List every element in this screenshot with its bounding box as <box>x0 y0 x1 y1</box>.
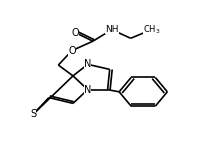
Text: NH: NH <box>105 25 119 34</box>
Text: CH$_3$: CH$_3$ <box>143 23 160 36</box>
Text: S: S <box>30 109 36 119</box>
Text: N: N <box>84 85 91 95</box>
Text: O: O <box>68 46 76 56</box>
Text: O: O <box>71 27 79 38</box>
Text: N: N <box>84 59 91 69</box>
